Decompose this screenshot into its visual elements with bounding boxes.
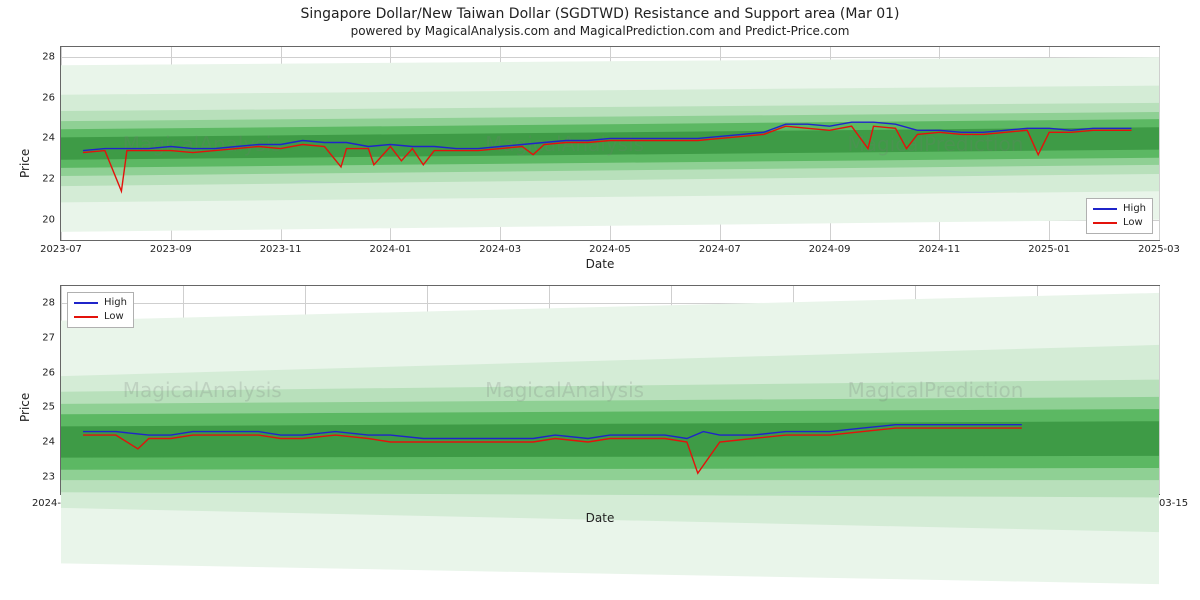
legend-swatch-low [74, 316, 98, 318]
panel2-xlabel: Date [0, 511, 1200, 525]
ytick-label: 28 [42, 52, 55, 63]
high-price-line [83, 425, 1022, 439]
low-price-line [83, 126, 1132, 191]
ytick-label: 24 [42, 437, 55, 448]
panel2-plot-area: 2324252627282024-11-012024-11-152024-12-… [60, 285, 1160, 495]
legend-label-low: Low [104, 310, 124, 324]
gridline-vertical [1159, 286, 1160, 494]
ytick-label: 25 [42, 402, 55, 413]
chart-legend: HighLow [1086, 198, 1153, 234]
ytick-label: 27 [42, 333, 55, 344]
panel1-ylabel: Price [18, 164, 32, 178]
legend-label-high: High [104, 296, 127, 310]
legend-entry-high: High [74, 296, 127, 310]
legend-swatch-high [74, 302, 98, 304]
price-lines-svg [61, 47, 1159, 240]
high-price-line [83, 122, 1132, 150]
chart-legend: HighLow [67, 292, 134, 328]
gridline-vertical [1159, 47, 1160, 240]
legend-label-high: High [1123, 202, 1146, 216]
ytick-label: 22 [42, 174, 55, 185]
panel1-plot-area: 20222426282023-072023-092023-112024-0120… [60, 46, 1160, 241]
legend-swatch-high [1093, 208, 1117, 210]
legend-swatch-low [1093, 222, 1117, 224]
legend-entry-high: High [1093, 202, 1146, 216]
legend-entry-low: Low [1093, 216, 1146, 230]
ytick-label: 24 [42, 133, 55, 144]
legend-entry-low: Low [74, 310, 127, 324]
price-lines-svg [61, 286, 1159, 494]
ytick-label: 20 [42, 214, 55, 225]
legend-label-low: Low [1123, 216, 1143, 230]
ytick-label: 26 [42, 92, 55, 103]
ytick-label: 28 [42, 298, 55, 309]
chart-sub-title: powered by MagicalAnalysis.com and Magic… [0, 24, 1200, 38]
panel2-ylabel: Price [18, 408, 32, 422]
chart-main-title: Singapore Dollar/New Taiwan Dollar (SGDT… [0, 6, 1200, 22]
ytick-label: 23 [42, 471, 55, 482]
ytick-label: 26 [42, 367, 55, 378]
